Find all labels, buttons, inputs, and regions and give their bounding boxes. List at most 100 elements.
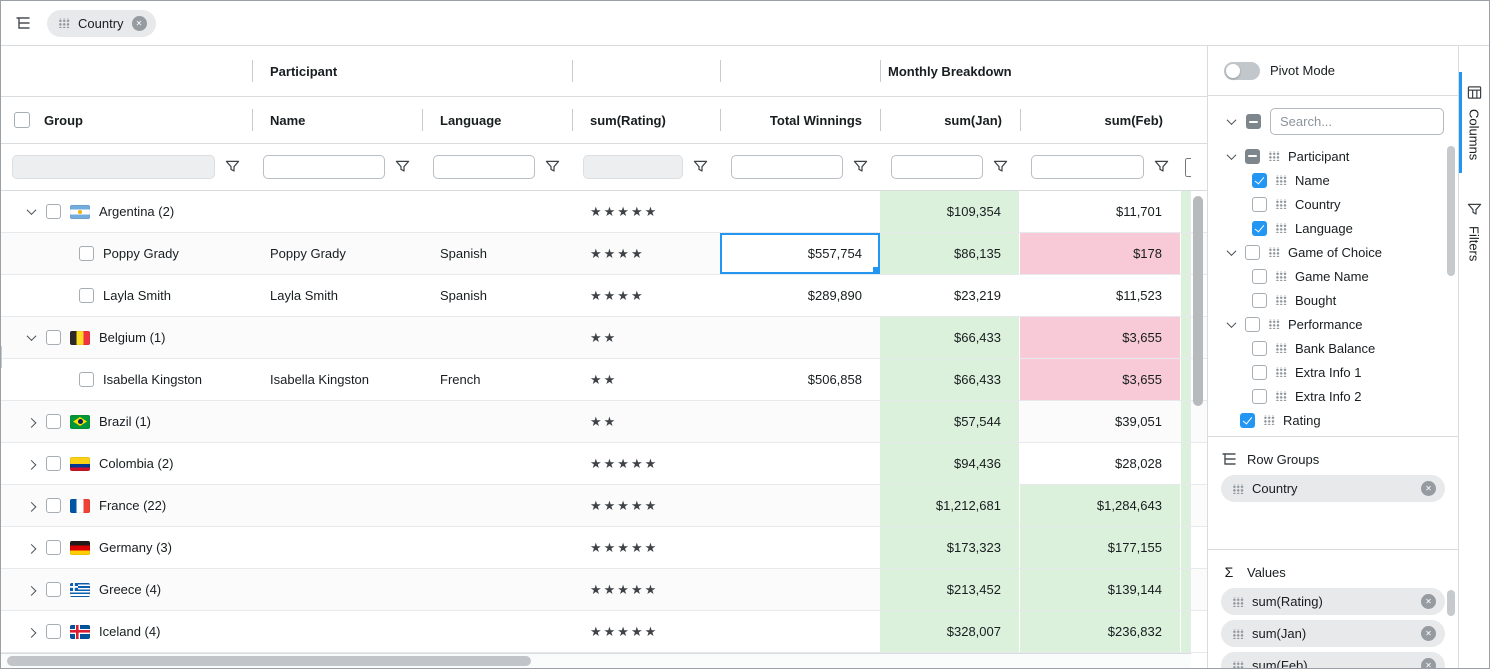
cell-language[interactable] — [422, 191, 572, 232]
cell-name[interactable] — [252, 527, 422, 568]
column-header-name[interactable]: Name — [252, 97, 422, 143]
drag-grip-icon[interactable] — [1232, 596, 1244, 607]
cell-name[interactable] — [252, 443, 422, 484]
filter-funnel-icon[interactable] — [853, 159, 869, 175]
chevron-right-icon[interactable] — [25, 542, 37, 554]
cell-language[interactable] — [422, 569, 572, 610]
cell-sum-rating[interactable]: ★★★★★ — [590, 203, 659, 219]
cell-language[interactable] — [422, 443, 572, 484]
filter-funnel-icon[interactable] — [693, 159, 709, 175]
row-checkbox[interactable] — [46, 414, 61, 429]
column-item-game-of-choice[interactable]: Game of Choice — [1208, 240, 1458, 264]
remove-icon[interactable]: ✕ — [131, 15, 147, 31]
remove-icon[interactable]: ✕ — [1421, 658, 1436, 668]
group-chip-country[interactable]: Country ✕ — [47, 9, 156, 37]
jan-filter-input[interactable] — [891, 155, 983, 179]
column-checkbox-unchecked[interactable] — [1252, 388, 1267, 404]
cell-language[interactable]: French — [440, 372, 481, 387]
cell-sum-jan[interactable]: $173,323 — [880, 527, 1020, 568]
filter-funnel-icon[interactable] — [993, 159, 1009, 175]
column-header-language[interactable]: Language — [422, 97, 572, 143]
chevron-down-icon[interactable] — [1225, 115, 1237, 128]
drag-grip-icon[interactable] — [1275, 367, 1287, 377]
cell-sum-rating[interactable]: ★★★★★ — [590, 539, 659, 555]
cell-sum-jan[interactable]: $1,212,681 — [880, 485, 1020, 526]
column-item-participant[interactable]: Participant — [1208, 144, 1458, 168]
cell-sum-rating[interactable]: ★★★★ — [590, 245, 645, 261]
cell-name[interactable]: Poppy Grady — [270, 246, 346, 261]
column-item-language[interactable]: Language — [1208, 216, 1458, 240]
chevron-right-icon[interactable] — [25, 458, 37, 470]
cell-total-winnings[interactable] — [720, 191, 880, 232]
chevron-down-icon[interactable] — [1225, 149, 1237, 162]
cell-sum-jan[interactable]: $57,544 — [880, 401, 1020, 442]
column-checkbox-unchecked[interactable] — [1252, 340, 1267, 356]
chevron-down-icon[interactable] — [25, 205, 37, 218]
cell-language[interactable]: Spanish — [440, 288, 487, 303]
cell-sum-feb[interactable]: $178 — [1020, 233, 1181, 274]
cell-group[interactable]: Brazil (1) — [1, 401, 252, 442]
cell-sum-jan[interactable]: $66,433 — [880, 317, 1020, 358]
column-checkbox-unchecked[interactable] — [1252, 268, 1267, 284]
cell-total-winnings[interactable]: $506,858 — [807, 372, 862, 387]
select-all-checkbox[interactable] — [14, 112, 30, 128]
cell-sum-rating[interactable]: ★★ — [590, 413, 618, 429]
column-checkbox-unchecked[interactable] — [1245, 316, 1260, 332]
cell-total-winnings[interactable] — [720, 485, 880, 526]
cell-sum-jan[interactable]: $23,219 — [954, 288, 1001, 303]
cell-name[interactable] — [252, 569, 422, 610]
row-checkbox[interactable] — [46, 204, 61, 219]
drag-grip-icon[interactable] — [1268, 247, 1280, 257]
drag-grip-icon[interactable] — [1275, 175, 1287, 185]
cell-sum-jan[interactable]: $66,433 — [880, 359, 1020, 400]
horizontal-scrollbar[interactable] — [1, 653, 1191, 668]
cell-name[interactable] — [252, 191, 422, 232]
cell-sum-jan[interactable]: $213,452 — [880, 569, 1020, 610]
cell-sum-feb[interactable]: $28,028 — [1115, 456, 1162, 471]
cell-name[interactable] — [252, 401, 422, 442]
cell-group[interactable]: Colombia (2) — [1, 443, 252, 484]
remove-icon[interactable]: ✕ — [1421, 594, 1436, 609]
cell-group[interactable]: Belgium (1) — [1, 317, 252, 358]
tree-scrollbar-thumb[interactable] — [1447, 146, 1455, 276]
chevron-right-icon[interactable] — [25, 584, 37, 596]
cell-group[interactable]: France (22) — [1, 485, 252, 526]
chevron-right-icon[interactable] — [25, 416, 37, 428]
drag-grip-icon[interactable] — [1275, 199, 1287, 209]
chip-country[interactable]: Country ✕ — [1221, 475, 1445, 502]
name-filter-input[interactable] — [263, 155, 385, 179]
cell-total-winnings[interactable] — [720, 401, 880, 442]
row-checkbox[interactable] — [46, 456, 61, 471]
cell-sum-rating[interactable]: ★★★★★ — [590, 455, 659, 471]
chip-sum-feb-[interactable]: sum(Feb) ✕ — [1221, 652, 1445, 668]
cell-sum-feb[interactable]: $139,144 — [1020, 569, 1181, 610]
row-checkbox[interactable] — [46, 330, 61, 345]
drag-grip-icon[interactable] — [1232, 628, 1244, 639]
cell-total-winnings[interactable]: $557,754 — [720, 233, 880, 274]
column-checkbox-checked[interactable] — [1240, 412, 1255, 428]
chevron-right-icon[interactable] — [25, 500, 37, 512]
chevron-right-icon[interactable] — [25, 626, 37, 638]
column-item-country[interactable]: Country — [1208, 192, 1458, 216]
column-checkbox-unchecked[interactable] — [1252, 292, 1267, 308]
drag-grip-icon[interactable] — [1275, 271, 1287, 281]
drag-grip-icon[interactable] — [58, 18, 70, 28]
cell-sum-feb[interactable]: $3,655 — [1020, 317, 1181, 358]
cell-language[interactable] — [422, 317, 572, 358]
cell-sum-rating[interactable]: ★★★★★ — [590, 623, 659, 639]
cell-language[interactable] — [422, 611, 572, 652]
cell-group[interactable]: Greece (4) — [1, 569, 252, 610]
column-checkbox-checked[interactable] — [1252, 220, 1267, 236]
column-item-name[interactable]: Name — [1208, 168, 1458, 192]
drag-grip-icon[interactable] — [1263, 415, 1275, 425]
column-checkbox-unchecked[interactable] — [1252, 364, 1267, 380]
cell-sum-jan[interactable]: $86,135 — [880, 233, 1020, 274]
column-header-sum-feb[interactable]: sum(Feb) — [1020, 97, 1181, 143]
cell-name[interactable] — [252, 317, 422, 358]
filter-funnel-icon[interactable] — [395, 159, 411, 175]
cell-sum-jan[interactable]: $109,354 — [880, 191, 1020, 232]
row-checkbox[interactable] — [79, 288, 94, 303]
cell-total-winnings[interactable]: $289,890 — [807, 288, 862, 303]
chip-sum-rating-[interactable]: sum(Rating) ✕ — [1221, 588, 1445, 615]
feb-filter-input[interactable] — [1031, 155, 1144, 179]
